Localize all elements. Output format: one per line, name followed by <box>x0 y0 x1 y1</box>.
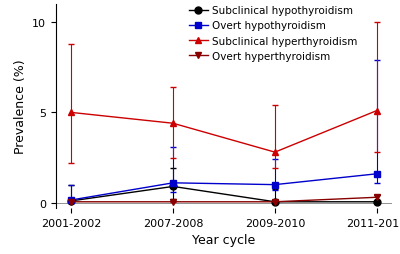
Legend: Subclinical hypothyroidism, Overt hypothyroidism, Subclinical hyperthyroidism, O: Subclinical hypothyroidism, Overt hypoth… <box>189 6 357 62</box>
Y-axis label: Prevalence (%): Prevalence (%) <box>14 59 27 154</box>
X-axis label: Year cycle: Year cycle <box>192 233 256 246</box>
